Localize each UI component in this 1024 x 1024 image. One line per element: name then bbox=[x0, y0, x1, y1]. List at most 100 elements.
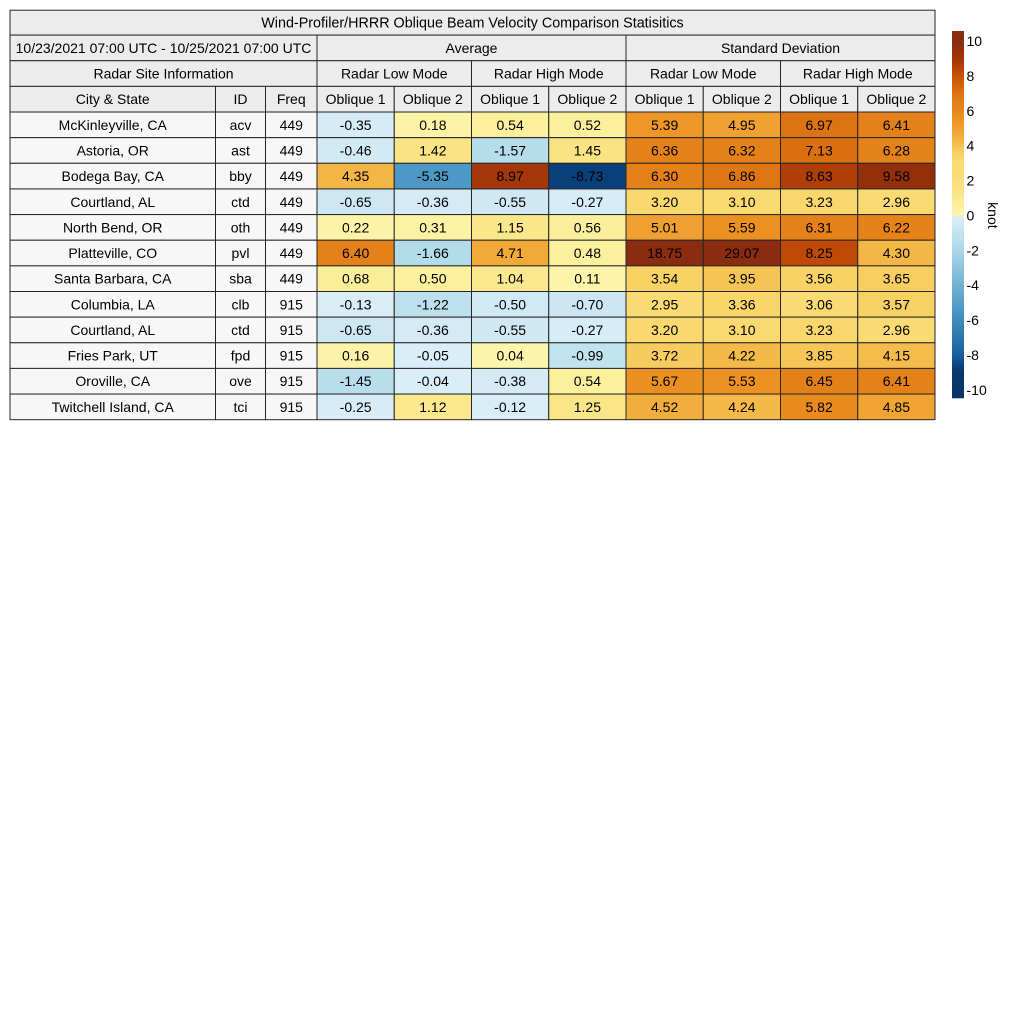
svg-text:6.86: 6.86 bbox=[728, 168, 755, 184]
svg-text:-0.65: -0.65 bbox=[340, 194, 372, 210]
svg-text:3.57: 3.57 bbox=[883, 296, 910, 312]
svg-text:Freq: Freq bbox=[277, 91, 306, 107]
svg-text:Twitchell Island, CA: Twitchell Island, CA bbox=[52, 399, 175, 415]
svg-text:Courtland, AL: Courtland, AL bbox=[70, 194, 155, 210]
svg-text:6: 6 bbox=[967, 103, 975, 119]
svg-text:6.40: 6.40 bbox=[342, 245, 369, 261]
svg-text:Oblique 2: Oblique 2 bbox=[403, 91, 463, 107]
svg-text:8.97: 8.97 bbox=[496, 168, 523, 184]
svg-text:1.42: 1.42 bbox=[419, 142, 446, 158]
svg-text:Radar High Mode: Radar High Mode bbox=[803, 66, 913, 82]
svg-text:-1.66: -1.66 bbox=[417, 245, 449, 261]
svg-text:6.41: 6.41 bbox=[883, 373, 910, 389]
svg-text:18.75: 18.75 bbox=[647, 245, 682, 261]
svg-text:3.56: 3.56 bbox=[805, 271, 832, 287]
svg-text:0.56: 0.56 bbox=[574, 219, 601, 235]
svg-text:3.85: 3.85 bbox=[805, 348, 832, 364]
svg-text:6.32: 6.32 bbox=[728, 142, 755, 158]
svg-text:3.06: 3.06 bbox=[805, 296, 832, 312]
svg-text:4.22: 4.22 bbox=[728, 348, 755, 364]
svg-text:8.25: 8.25 bbox=[805, 245, 832, 261]
svg-text:449: 449 bbox=[280, 142, 304, 158]
svg-text:915: 915 bbox=[280, 373, 304, 389]
svg-text:Bodega Bay, CA: Bodega Bay, CA bbox=[62, 168, 165, 184]
svg-text:-0.05: -0.05 bbox=[417, 348, 449, 364]
svg-text:5.53: 5.53 bbox=[728, 373, 755, 389]
svg-text:7.13: 7.13 bbox=[805, 142, 832, 158]
svg-text:bby: bby bbox=[229, 168, 252, 184]
svg-text:8.63: 8.63 bbox=[805, 168, 832, 184]
svg-text:Oblique 2: Oblique 2 bbox=[712, 91, 772, 107]
svg-text:0.48: 0.48 bbox=[574, 245, 601, 261]
svg-text:Columbia, LA: Columbia, LA bbox=[71, 296, 156, 312]
svg-text:-8: -8 bbox=[967, 347, 980, 363]
svg-text:-0.46: -0.46 bbox=[340, 142, 372, 158]
svg-text:0.68: 0.68 bbox=[342, 271, 369, 287]
svg-text:0.54: 0.54 bbox=[496, 117, 523, 133]
svg-text:915: 915 bbox=[280, 399, 304, 415]
svg-text:2.96: 2.96 bbox=[883, 322, 910, 338]
svg-text:-0.13: -0.13 bbox=[340, 296, 372, 312]
svg-text:5.01: 5.01 bbox=[651, 219, 678, 235]
svg-text:449: 449 bbox=[280, 168, 304, 184]
svg-text:knot: knot bbox=[985, 202, 1001, 229]
svg-text:6.31: 6.31 bbox=[805, 219, 832, 235]
svg-text:-0.25: -0.25 bbox=[340, 399, 372, 415]
svg-text:Standard Deviation: Standard Deviation bbox=[721, 40, 840, 56]
svg-text:-0.36: -0.36 bbox=[417, 194, 449, 210]
svg-text:3.23: 3.23 bbox=[805, 322, 832, 338]
svg-text:3.65: 3.65 bbox=[883, 271, 910, 287]
svg-text:4: 4 bbox=[967, 138, 975, 154]
svg-text:9.58: 9.58 bbox=[883, 168, 910, 184]
svg-text:Astoria, OR: Astoria, OR bbox=[77, 142, 149, 158]
svg-text:4.95: 4.95 bbox=[728, 117, 755, 133]
svg-text:Radar Low Mode: Radar Low Mode bbox=[650, 66, 757, 82]
svg-text:449: 449 bbox=[280, 219, 304, 235]
svg-text:North Bend, OR: North Bend, OR bbox=[63, 219, 163, 235]
svg-text:City & State: City & State bbox=[76, 91, 150, 107]
svg-text:-0.38: -0.38 bbox=[494, 373, 526, 389]
svg-text:0.52: 0.52 bbox=[574, 117, 601, 133]
svg-text:1.04: 1.04 bbox=[496, 271, 523, 287]
svg-text:Santa Barbara, CA: Santa Barbara, CA bbox=[54, 271, 172, 287]
svg-text:-1.45: -1.45 bbox=[340, 373, 372, 389]
svg-text:tci: tci bbox=[234, 399, 248, 415]
svg-text:449: 449 bbox=[280, 194, 304, 210]
svg-text:3.20: 3.20 bbox=[651, 194, 678, 210]
svg-text:4.24: 4.24 bbox=[728, 399, 755, 415]
svg-text:-0.65: -0.65 bbox=[340, 322, 372, 338]
svg-text:1.25: 1.25 bbox=[574, 399, 601, 415]
svg-text:0.22: 0.22 bbox=[342, 219, 369, 235]
svg-text:Radar Site Information: Radar Site Information bbox=[93, 66, 233, 82]
svg-text:6.30: 6.30 bbox=[651, 168, 678, 184]
svg-text:2: 2 bbox=[967, 173, 975, 189]
svg-text:5.67: 5.67 bbox=[651, 373, 678, 389]
svg-text:29.07: 29.07 bbox=[724, 245, 759, 261]
svg-text:pvl: pvl bbox=[232, 245, 250, 261]
svg-text:Oblique 1: Oblique 1 bbox=[326, 91, 386, 107]
svg-text:-0.27: -0.27 bbox=[571, 322, 603, 338]
svg-text:fpd: fpd bbox=[231, 348, 250, 364]
svg-text:6.28: 6.28 bbox=[883, 142, 910, 158]
svg-text:4.52: 4.52 bbox=[651, 399, 678, 415]
svg-text:ctd: ctd bbox=[231, 322, 250, 338]
svg-text:0: 0 bbox=[967, 207, 975, 223]
svg-text:Oroville, CA: Oroville, CA bbox=[75, 373, 150, 389]
svg-text:449: 449 bbox=[280, 245, 304, 261]
svg-text:1.12: 1.12 bbox=[419, 399, 446, 415]
svg-text:Radar Low Mode: Radar Low Mode bbox=[341, 66, 448, 82]
svg-text:-0.55: -0.55 bbox=[494, 194, 526, 210]
svg-text:Oblique 1: Oblique 1 bbox=[480, 91, 540, 107]
svg-text:clb: clb bbox=[232, 296, 250, 312]
svg-text:-0.36: -0.36 bbox=[417, 322, 449, 338]
svg-text:3.10: 3.10 bbox=[728, 194, 755, 210]
svg-text:-0.55: -0.55 bbox=[494, 322, 526, 338]
svg-text:Wind-Profiler/HRRR Oblique Bea: Wind-Profiler/HRRR Oblique Beam Velocity… bbox=[261, 16, 683, 32]
svg-text:0.16: 0.16 bbox=[342, 348, 369, 364]
svg-text:ctd: ctd bbox=[231, 194, 250, 210]
svg-text:0.04: 0.04 bbox=[496, 348, 523, 364]
svg-text:Fries Park, UT: Fries Park, UT bbox=[68, 348, 159, 364]
svg-text:4.15: 4.15 bbox=[883, 348, 910, 364]
svg-text:0.18: 0.18 bbox=[419, 117, 446, 133]
svg-text:-6: -6 bbox=[967, 312, 980, 328]
